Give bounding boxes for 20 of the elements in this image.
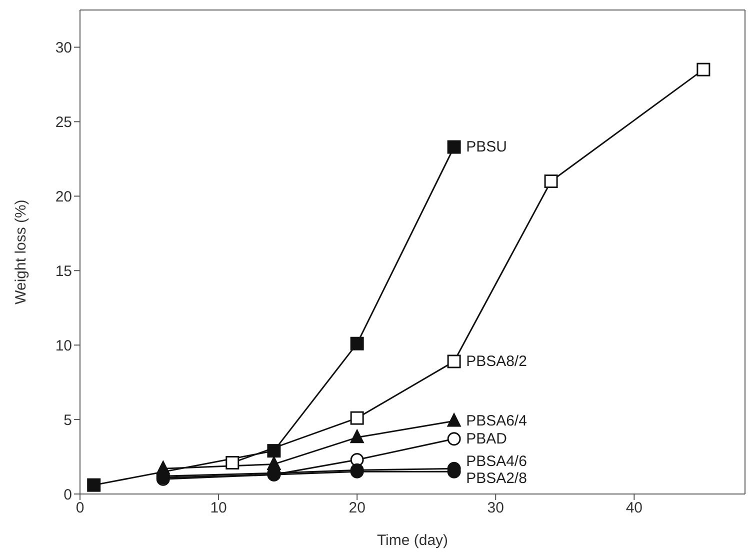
- series-label: PBAD: [466, 430, 508, 448]
- x-tick-label: 10: [210, 500, 227, 517]
- y-tick-label: 15: [55, 262, 72, 280]
- y-tick-label: 5: [64, 412, 72, 429]
- y-tick-label: 30: [55, 40, 72, 57]
- series-label: PBSA6/4: [466, 412, 527, 430]
- series-label: PBSA2/8: [466, 470, 527, 488]
- y-tick-label: 10: [55, 337, 72, 354]
- series-label: PBSA4/6: [466, 453, 527, 470]
- y-tick-label: 0: [64, 486, 72, 504]
- x-axis-title: Time (day): [376, 532, 448, 549]
- y-tick-label: 25: [55, 114, 72, 132]
- x-tick-label: 20: [348, 500, 366, 517]
- y-tick-label: 20: [55, 188, 72, 206]
- x-tick-label: 0: [76, 500, 84, 517]
- x-tick-label: 30: [487, 500, 504, 517]
- series-label: PBSA8/2: [466, 352, 527, 370]
- series-label: PBSU: [466, 138, 507, 156]
- y-axis-title: Weight loss (%): [12, 200, 30, 304]
- x-tick-label: 40: [626, 500, 643, 517]
